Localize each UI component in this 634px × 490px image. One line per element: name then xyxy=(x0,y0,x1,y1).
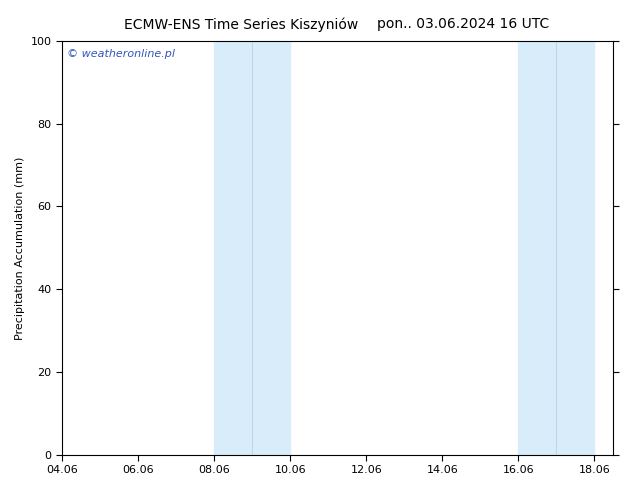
Y-axis label: Precipitation Accumulation (mm): Precipitation Accumulation (mm) xyxy=(15,156,25,340)
Bar xyxy=(519,41,557,455)
Text: ECMW-ENS Time Series Kiszyniów: ECMW-ENS Time Series Kiszyniów xyxy=(124,17,358,32)
Text: pon.. 03.06.2024 16 UTC: pon.. 03.06.2024 16 UTC xyxy=(377,17,549,31)
Bar xyxy=(557,41,595,455)
Bar xyxy=(252,41,290,455)
Text: © weatheronline.pl: © weatheronline.pl xyxy=(67,49,176,59)
Bar xyxy=(214,41,252,455)
